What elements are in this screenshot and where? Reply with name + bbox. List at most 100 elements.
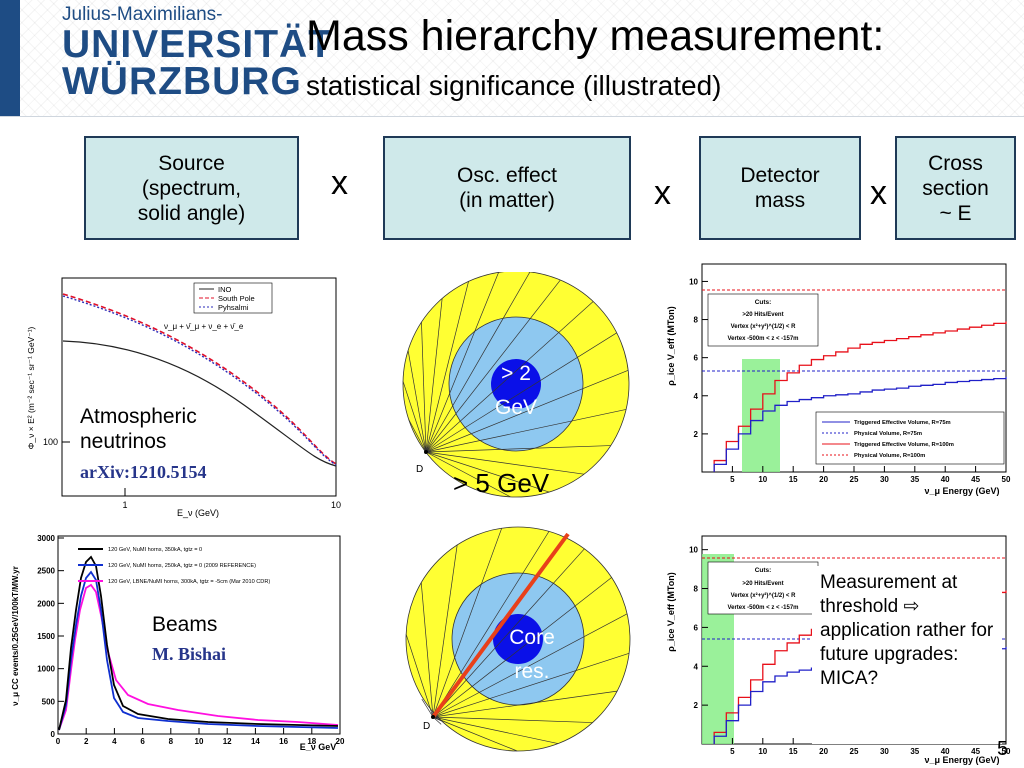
- neutrino-ray: [420, 582, 434, 718]
- veff-bottom-xtick-label-5: 5: [730, 747, 735, 756]
- veff-top-xtick-label-10: 10: [758, 475, 767, 484]
- beams-reference: M. Bishai: [152, 644, 227, 664]
- factor-osc-effect-box: Osc. effect (in matter): [383, 136, 631, 240]
- veff-ticks-top: 2 4 6 8 10 5 10 15 20 25 30 35 40 45 50: [689, 277, 1011, 484]
- logo-top-text: Julius-Maximilians-: [62, 4, 223, 25]
- veff-bottom-ytick-label-8: 8: [694, 585, 699, 594]
- atm-legend-southpole: South Pole: [218, 294, 255, 303]
- beam-xtick-label-6: 6: [140, 737, 145, 746]
- veff-top-xtick-label-40: 40: [941, 475, 950, 484]
- veff-bottom-ytick-label-4: 4: [694, 662, 699, 671]
- beam-ytick-label-500: 500: [42, 697, 56, 706]
- logo-line2: WÜRZBURG: [62, 60, 302, 103]
- veff-top-xtick-label-25: 25: [850, 475, 859, 484]
- beam-xtick-label-18: 18: [307, 737, 316, 746]
- veff-bottom-xtick-label-10: 10: [758, 747, 767, 756]
- neutrino-ray: [425, 451, 550, 493]
- detector-label-top: D: [416, 464, 423, 475]
- detector-label-bottom: D: [423, 721, 430, 732]
- veff-cut-3-bottom: Vertex -500m < z < -157m: [727, 605, 798, 611]
- page-number: 5: [997, 738, 1009, 760]
- atm-plot-frame: [61, 277, 337, 497]
- beam-xtick-label-16: 16: [279, 737, 288, 746]
- veff-bottom-ytick-label-10: 10: [689, 546, 698, 555]
- veff-cut-2-top: Vertex (x²+y²)^(1/2) < R: [731, 323, 797, 330]
- beam-spectrum-plot: 0 500 1000 1500 2000 2500 3000 0 2 4 6 8 10 12 14 16 18…: [11, 534, 345, 752]
- veff-cut-1-bottom: >20 Hits/Event: [742, 581, 783, 587]
- atmospheric-flux-plot: 100 1 10 E_ν (GeV) Φ_ν × E² (m⁻² sec⁻¹ s…: [26, 277, 341, 518]
- veff-legend-1: Triggered Effective Volume, R=75m: [854, 420, 951, 426]
- effective-volume-plot-top: 2 4 6 8 10 5 10 15 20 25 30 35 40 45 50 Cuts: >20 Hits…: [666, 263, 1011, 496]
- neutrino-ray: [432, 716, 593, 723]
- veff-top-ytick-label-8: 8: [694, 316, 699, 325]
- neutrino-ray: [432, 652, 630, 718]
- beam-ytick-label-2000: 2000: [37, 599, 55, 608]
- neutrino-ray: [432, 716, 518, 752]
- beam-xtick-label-10: 10: [195, 737, 204, 746]
- core-resonance-ray: [431, 532, 570, 719]
- atmospheric-label: Atmospheric neutrinos: [80, 405, 197, 453]
- beam-curve-blue: [58, 570, 339, 731]
- veff-bottom-xtick-label-30: 30: [880, 747, 889, 756]
- beam-ytick-label-1500: 1500: [37, 632, 55, 641]
- core-label-1: Core: [509, 626, 555, 649]
- neutrino-ray: [402, 381, 427, 453]
- times-symbol-3: x: [870, 174, 887, 212]
- veff-legend-4: Physical Volume, R=100m: [854, 453, 925, 459]
- neutrino-rays-top: [402, 272, 629, 498]
- neutrino-ray: [425, 301, 594, 453]
- beam-ytick-label-3000: 3000: [37, 534, 55, 543]
- veff-band-top: [742, 359, 780, 472]
- atm-ytick-label: 100: [43, 437, 58, 447]
- veff-cut-2-bottom: Vertex (x²+y²)^(1/2) < R: [731, 592, 797, 599]
- veff-bottom-xtick-label-20: 20: [819, 747, 828, 756]
- beams-label: Beams: [152, 613, 218, 636]
- beam-legend-1: 120 GeV, NuMI horns, 350kA, tgtz = 0: [108, 547, 202, 553]
- veff-top-xtick-label-15: 15: [789, 475, 798, 484]
- atm-xtick-label-10: 10: [331, 500, 341, 510]
- beam-xtick-label-2: 2: [84, 737, 89, 746]
- veff-bottom-ytick-label-2: 2: [694, 701, 699, 710]
- neutrino-ray: [425, 279, 561, 453]
- veff-bottom-xtick-label-40: 40: [941, 747, 950, 756]
- veff-ticks-bottom: 2 4 6 8 10 5 10 15 20 25 30 35 40 45 50: [689, 546, 1011, 756]
- atm-curve-south-pole: [62, 293, 337, 465]
- neutrino-ray: [407, 350, 427, 453]
- core-label-2: res.: [514, 660, 549, 683]
- veff-ylabel-bottom: ρ_ice V_eff (MTon): [666, 572, 676, 651]
- beam-ylabel: ν_μ CC events/0.25GeV/100kT/MW.yr: [11, 566, 20, 706]
- veff-top-ytick-label-10: 10: [689, 277, 698, 286]
- atm-xlabel: E_ν (GeV): [177, 508, 219, 518]
- neutrino-ray: [425, 369, 629, 453]
- neutrino-ray: [432, 716, 559, 744]
- logo-line1: UNIVERSITÄT: [62, 23, 334, 66]
- inner-energy-label-1: > 2: [501, 362, 531, 385]
- neutrino-ray: [425, 451, 511, 498]
- veff-cuts-title-bottom: Cuts:: [755, 567, 772, 574]
- atm-xtick-label-1: 1: [122, 500, 127, 510]
- beam-legend-2: 120 GeV, NuMI horns, 250kA, tgtz = 0 (20…: [108, 563, 256, 569]
- neutrino-ray: [425, 281, 469, 453]
- beam-xlabel: E_ν GeV: [300, 742, 337, 752]
- veff-bottom-xtick-label-50: 50: [1002, 747, 1011, 756]
- inner-energy-label-2: GeV: [495, 396, 537, 419]
- neutrino-ray: [425, 272, 531, 453]
- neutrino-ray: [432, 548, 585, 718]
- atmospheric-reference: arXiv:1210.5154: [80, 462, 207, 482]
- veff-top-ytick-label-4: 4: [694, 392, 699, 401]
- slide-subtitle: statistical significance (illustrated): [306, 70, 722, 101]
- neutrino-ray: [425, 409, 627, 453]
- neutrino-ray: [421, 322, 427, 453]
- detector-point-bottom: [431, 715, 435, 719]
- neutrino-ray: [408, 419, 427, 453]
- beam-yticks: 0 500 1000 1500 2000 2500 3000: [37, 534, 64, 739]
- neutrino-rays-bottom: [405, 528, 630, 752]
- beam-xticks: 0 2 4 6 8 10 12 14 16 18 20: [56, 728, 345, 746]
- veff-top-xtick-label-45: 45: [971, 475, 980, 484]
- veff-bottom-xtick-label-45: 45: [971, 747, 980, 756]
- times-symbol-1: x: [331, 164, 348, 202]
- threshold-note: Measurement at threshold ⇨ application r…: [820, 572, 994, 689]
- beam-xtick-label-0: 0: [56, 737, 61, 746]
- neutrino-ray: [425, 451, 585, 475]
- atm-legend-ino: INO: [218, 285, 232, 294]
